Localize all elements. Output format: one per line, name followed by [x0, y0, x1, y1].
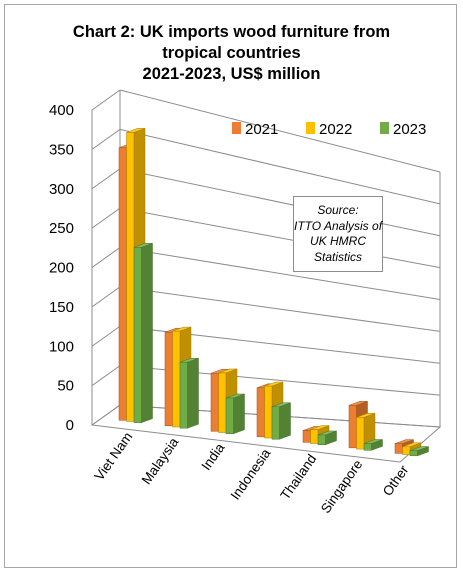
- bar: [210, 373, 219, 432]
- bar: [271, 406, 280, 440]
- legend-swatch: [380, 122, 389, 134]
- bar: [394, 443, 403, 454]
- floor: [90, 404, 442, 463]
- bar-side: [279, 402, 291, 440]
- chart-title-line-1: Chart 2: UK imports wood furniture from: [72, 23, 391, 41]
- bar: [179, 361, 188, 429]
- source-note: Source: ITTO Analysis of UK HMRC Statist…: [293, 196, 383, 272]
- y-tick-label: 400: [49, 102, 74, 119]
- legend-swatch: [306, 122, 315, 134]
- chart-frame: [4, 4, 457, 568]
- bar-side: [141, 242, 153, 424]
- bar: [218, 372, 227, 433]
- x-tick-label: Thailand: [277, 451, 319, 502]
- source-note-line-1: Source:: [317, 203, 359, 217]
- gridline: [119, 89, 441, 173]
- side-gridline: [91, 325, 121, 347]
- bar: [225, 397, 234, 434]
- side-gridline: [91, 207, 121, 229]
- legend-swatch: [232, 122, 241, 134]
- gridline: [119, 286, 441, 332]
- bar: [118, 147, 127, 421]
- x-tick-label: Viet Nam: [91, 429, 135, 483]
- gridline: [119, 168, 441, 237]
- bar: [356, 417, 365, 450]
- bar: [348, 405, 357, 449]
- bar: [302, 430, 311, 443]
- legend-label: 2021: [245, 121, 278, 138]
- legend-label: 2023: [393, 121, 426, 138]
- y-tick-label: 300: [49, 181, 74, 198]
- bar: [310, 429, 319, 444]
- side-gridline: [91, 168, 121, 190]
- chart-title: Chart 2: UK imports wood furniture from …: [0, 22, 463, 85]
- gridline: [119, 128, 441, 205]
- x-tick-label: Malaysia: [139, 434, 182, 487]
- bar: [164, 331, 173, 427]
- bar: [133, 247, 142, 423]
- gridline: [119, 207, 441, 269]
- y-tick-label: 0: [66, 417, 74, 434]
- y-tick-label: 50: [57, 378, 74, 395]
- x-tick-label: Singapore: [318, 457, 366, 516]
- bar: [402, 446, 411, 455]
- y-tick-label: 100: [49, 338, 74, 355]
- source-note-line-3: UK HMRC: [310, 234, 366, 248]
- x-tick-label: Other: [380, 462, 412, 499]
- y-tick-label: 200: [49, 260, 74, 277]
- chart-title-line-2: tropical countries: [162, 44, 301, 62]
- source-note-line-2: ITTO Analysis of: [294, 218, 383, 233]
- bar-side: [233, 393, 245, 435]
- y-tick-label: 250: [49, 220, 74, 237]
- source-note-line-4: Statistics: [313, 249, 362, 264]
- y-tick-label: 150: [49, 299, 74, 316]
- side-gridline: [91, 247, 121, 268]
- side-gridline: [91, 365, 121, 387]
- x-tick-label: India: [198, 440, 227, 473]
- y-tick-label: 350: [49, 141, 74, 158]
- x-tick-label: Indonesia: [228, 446, 274, 503]
- bar: [264, 385, 273, 439]
- bar-side: [187, 357, 199, 429]
- bar: [172, 330, 181, 428]
- side-gridline: [91, 286, 121, 308]
- gridline: [119, 247, 441, 300]
- side-gridline: [91, 89, 121, 111]
- bar: [363, 443, 372, 451]
- bar: [126, 132, 135, 422]
- chart-title-line-3: 2021-2023, US$ million: [142, 65, 321, 83]
- bar: [256, 387, 265, 438]
- bar: [409, 450, 418, 457]
- side-gridline: [91, 128, 121, 150]
- bar: [317, 434, 326, 445]
- legend-label: 2022: [319, 121, 352, 138]
